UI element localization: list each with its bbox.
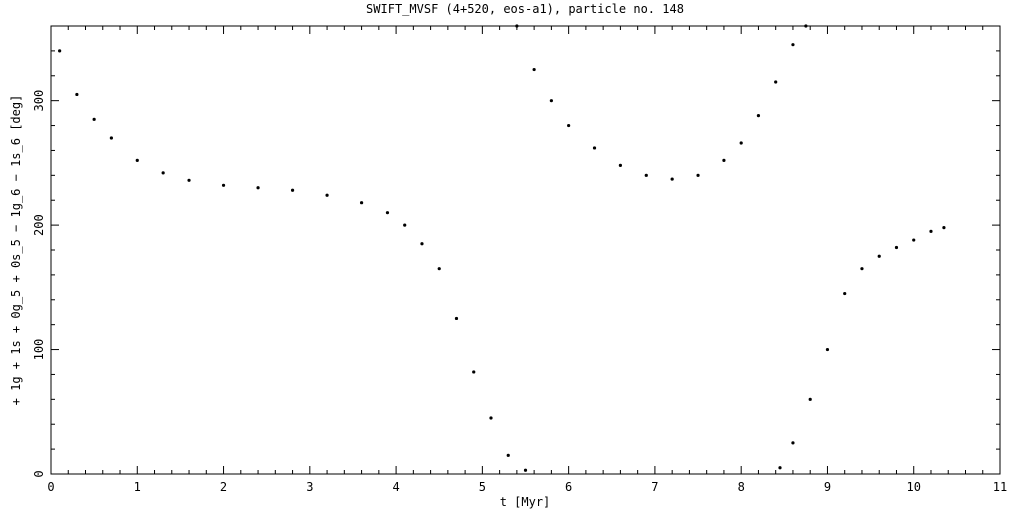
data-point [58,49,62,53]
data-point [75,92,79,97]
x-axis-label: t [Myr] [500,495,551,509]
data-point [670,177,674,181]
y-tick-label: 200 [32,214,46,236]
data-point [618,163,623,167]
data-point [894,245,899,250]
data-point [489,416,493,420]
plot-frame [50,25,1001,475]
data-point [804,24,808,28]
x-tick-label: 2 [220,480,227,494]
x-tick-label: 11 [993,480,1007,494]
data-point [437,267,441,271]
data-point [187,178,191,182]
data-point [942,226,946,230]
data-point [385,211,390,215]
x-tick-label: 4 [392,480,399,494]
data-point [696,173,700,177]
x-tick-label: 1 [134,480,141,494]
x-tick-label: 5 [479,480,486,494]
data-point [221,183,226,187]
data-point [532,67,536,72]
x-tick-label: 0 [47,480,54,494]
data-point [722,158,726,162]
data-point [92,117,96,121]
data-point [403,223,407,227]
data-point [515,24,519,28]
data-point [454,316,459,321]
x-tick-label: 10 [907,480,921,494]
data-point [825,347,830,352]
data-point [359,201,364,205]
chart-title: SWIFT_MVSF (4+520, eos-a1), particle no.… [366,2,684,16]
y-tick-label: 100 [32,339,46,361]
data-point [778,466,782,470]
data-point [929,229,933,233]
data-point [523,468,528,472]
data-point [592,146,597,150]
y-axis-label: + 1g + 1s + 0g_5 + 0s_5 − 1g_6 − 1s_6 [d… [9,95,23,406]
data-point [756,114,761,118]
data-points [58,24,946,472]
x-tick-label: 8 [738,480,745,494]
data-point [506,453,510,457]
x-tick-label: 3 [306,480,313,494]
tick-labels: 0 1 2 3 4 5 6 7 8 9 10 11 0 100 200 300 [32,90,1007,494]
data-point [135,158,139,162]
data-point [739,141,743,145]
data-point [567,123,571,128]
axis-ticks [50,25,1001,475]
y-tick-label: 300 [32,90,46,112]
data-point [877,254,881,258]
data-point [774,80,778,84]
data-point [290,188,295,192]
data-point [109,136,113,140]
x-tick-label: 7 [651,480,658,494]
data-point [420,242,424,246]
data-point [472,370,476,374]
data-point [860,267,864,271]
data-point [256,186,260,190]
x-tick-label: 9 [824,480,831,494]
data-point [549,99,553,103]
data-point [843,291,847,296]
data-point [808,397,812,401]
x-tick-label: 6 [565,480,572,494]
data-point [644,173,648,177]
data-point [791,43,795,47]
data-point [912,238,916,242]
data-point [325,193,329,197]
y-tick-label: 0 [32,470,46,477]
data-point [161,171,165,175]
data-point [791,441,795,445]
